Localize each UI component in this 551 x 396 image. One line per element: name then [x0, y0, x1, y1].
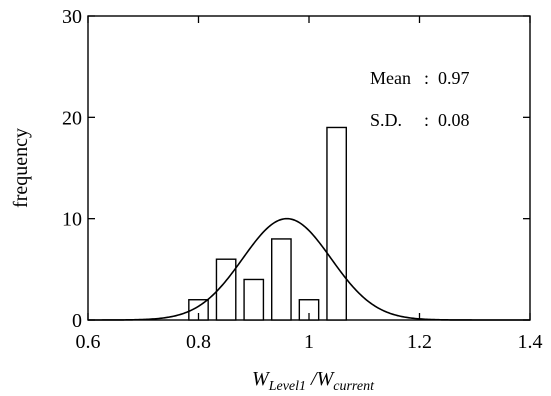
mean-label: Mean: [370, 68, 411, 88]
mean-separator: :: [424, 68, 429, 88]
x-axis-title-w1: W: [252, 368, 271, 390]
sd-label: S.D.: [370, 110, 402, 130]
y-tick-label-1: 10: [62, 209, 82, 231]
x-axis-title: WLevel1 /Wcurrent: [252, 368, 375, 394]
x-tick-label-2: 1: [304, 331, 314, 353]
y-tick-label-0: 0: [72, 310, 82, 332]
bar-3: [271, 238, 292, 321]
x-axis-title-slash: /: [306, 368, 319, 390]
x-tick-label-1: 0.8: [186, 331, 211, 353]
x-tick-label-3: 1.2: [407, 331, 432, 353]
y-axis-title: frequency: [10, 128, 32, 208]
x-tick-label-0: 0.6: [76, 331, 101, 353]
plot-frame: [87, 15, 531, 321]
x-axis-title-w2: W: [317, 368, 336, 390]
sd-value: 0.08: [438, 110, 470, 130]
y-tick-label-2: 20: [62, 107, 82, 129]
x-tick-label-4: 1.4: [518, 331, 543, 353]
x-axis-title-sub1: Level1: [268, 379, 306, 394]
x-axis-title-sub2: current: [333, 379, 375, 394]
mean-value: 0.97: [438, 68, 470, 88]
bar-5: [326, 126, 347, 321]
stats-annotation: Mean : 0.97 S.D. : 0.08: [370, 68, 470, 130]
bar-2: [243, 278, 265, 321]
bars-group: [188, 126, 347, 321]
sd-separator: :: [424, 110, 429, 130]
tick-marks: [87, 15, 531, 321]
normal-fit-curve: [88, 217, 530, 321]
y-tick-label-3: 30: [62, 6, 82, 28]
tick-labels: 0.6 0.8 1 1.2 1.4 0 10 20 30: [62, 6, 543, 353]
